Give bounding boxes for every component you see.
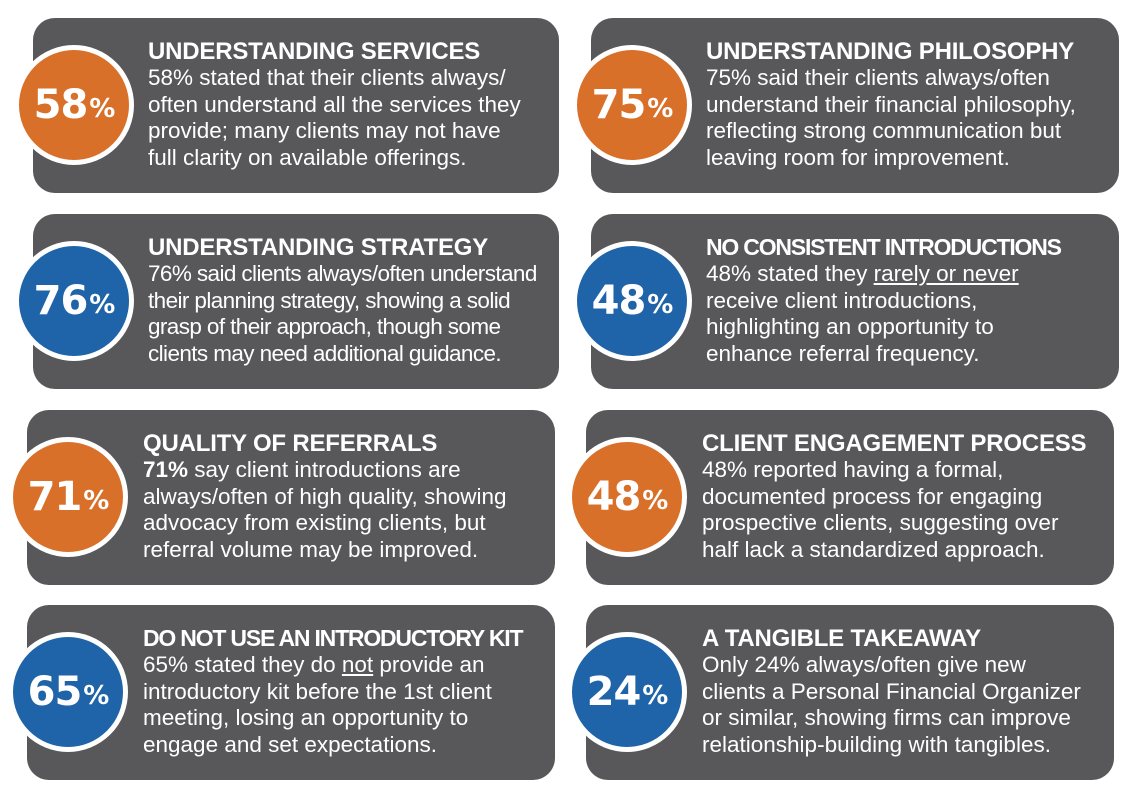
description-line: 71% say client introductions are — [143, 457, 507, 484]
card-text: QUALITY OF REFERRALS 71% say client intr… — [143, 430, 507, 563]
description-line: documented process for engaging — [702, 483, 1043, 509]
percent-sign: % — [83, 681, 109, 711]
card-description: 71% say client introductions are always/… — [143, 457, 507, 563]
card-description: 75% said their clients always/often unde… — [706, 65, 1076, 171]
description-line: provide; many clients may not have — [148, 118, 501, 143]
percentage-value: 65 — [27, 669, 83, 715]
percentage-badge: 58% — [14, 45, 134, 165]
description-line: their planning strategy, showing a solid — [148, 287, 511, 313]
description-line: reflecting strong communication but — [706, 118, 1062, 143]
description-line: half lack a standardized approach. — [702, 536, 1045, 562]
text-run: 65% stated they do — [143, 652, 342, 677]
card-title: QUALITY OF REFERRALS — [143, 430, 438, 457]
percent-sign: % — [642, 486, 668, 516]
description-line: 65% stated they do not provide an — [143, 652, 522, 679]
card-description: 48% reported having a formal, documented… — [702, 457, 1086, 563]
description-line: introductory kit before the 1st client — [143, 678, 492, 704]
card-text: NO CONSISTENT INTRODUCTIONS 48% stated t… — [706, 234, 1062, 367]
percentage-value: 71 — [27, 474, 83, 520]
underlined-text: not — [341, 652, 374, 677]
percentage-value: 58 — [33, 82, 89, 128]
text-run: 48% stated they — [706, 261, 874, 286]
percentage-badge: 48% — [567, 437, 687, 557]
text-run: provide an — [373, 652, 485, 677]
description-line: advocacy from existing clients, but — [143, 510, 486, 535]
percentage-badge: 65% — [8, 632, 128, 752]
percent-sign: % — [647, 94, 673, 124]
card-title: UNDERSTANDING PHILOSOPHY — [706, 38, 1075, 65]
stat-card-understanding-services: UNDERSTANDING SERVICES 58% stated that t… — [33, 18, 559, 193]
card-title: UNDERSTANDING SERVICES — [148, 38, 481, 65]
card-title: UNDERSTANDING STRATEGY — [148, 234, 489, 261]
card-text: UNDERSTANDING STRATEGY 76% said clients … — [148, 234, 537, 367]
description-line: always/often of high quality, showing — [143, 483, 507, 509]
description-line: engage and set expectations. — [143, 731, 437, 757]
description-line: full clarity on available offerings. — [148, 144, 467, 170]
description-line: receive client introductions, — [706, 287, 978, 313]
description-line: clients may need additional guidance. — [148, 340, 502, 366]
description-line: 48% reported having a formal, — [702, 457, 1004, 482]
card-description: 76% said clients always/often understand… — [148, 261, 537, 367]
percentage-badge: 71% — [8, 437, 128, 557]
percentage-badge: 75% — [572, 45, 692, 165]
percentage-value: 75 — [591, 82, 647, 128]
description-line: prospective clients, suggesting over — [702, 510, 1059, 535]
description-line: clients a Personal Financial Organizer — [702, 678, 1081, 704]
percentage-value: 48 — [591, 278, 647, 324]
card-description: 65% stated they do not provide an introd… — [143, 652, 522, 758]
percent-sign: % — [642, 681, 668, 711]
card-title: NO CONSISTENT INTRODUCTIONS — [706, 234, 1062, 260]
percentage-badge: 48% — [572, 241, 692, 361]
card-text: A TANGIBLE TAKEAWAY Only 24% always/ofte… — [702, 625, 1081, 758]
percentage-value: 76 — [33, 278, 89, 324]
description-line: meeting, losing an opportunity to — [143, 705, 469, 730]
description-line: Only 24% always/often give new — [702, 652, 1026, 677]
card-text: UNDERSTANDING SERVICES 58% stated that t… — [148, 38, 521, 171]
description-line: often understand all the services they — [148, 91, 521, 117]
stat-card-quality-of-referrals: QUALITY OF REFERRALS 71% say client intr… — [27, 410, 555, 585]
description-line: understand their financial philosophy, — [706, 91, 1076, 117]
description-line: or similar, showing firms can improve — [702, 705, 1071, 730]
card-description: 58% stated that their clients always/ of… — [148, 65, 521, 171]
description-line: 75% said their clients always/often — [706, 65, 1050, 90]
percentage-value: 24 — [586, 669, 642, 715]
card-title: DO NOT USE AN INTRODUCTORY KIT — [143, 625, 523, 651]
card-text: UNDERSTANDING PHILOSOPHY 75% said their … — [706, 38, 1076, 171]
underlined-text: rarely or never — [873, 261, 1019, 286]
card-text: DO NOT USE AN INTRODUCTORY KIT 65% state… — [143, 625, 523, 758]
percentage-badge: 76% — [14, 241, 134, 361]
bold-text: 71% — [143, 457, 189, 482]
description-line: referral volume may be improved. — [143, 536, 479, 562]
description-line: 76% said clients always/often understand — [148, 261, 537, 286]
percentage-value: 48 — [586, 474, 642, 520]
stat-card-understanding-philosophy: UNDERSTANDING PHILOSOPHY 75% said their … — [591, 18, 1119, 193]
percent-sign: % — [89, 290, 115, 320]
card-title: CLIENT ENGAGEMENT PROCESS — [702, 430, 1087, 457]
card-description: 48% stated they rarely or never receive … — [706, 261, 1061, 367]
card-text: CLIENT ENGAGEMENT PROCESS 48% reported h… — [702, 430, 1087, 563]
description-line: grasp of their approach, though some — [148, 314, 501, 339]
description-line: enhance referral frequency. — [706, 340, 980, 366]
percentage-badge: 24% — [567, 632, 687, 752]
percent-sign: % — [83, 486, 109, 516]
text-run: say client introductions are — [188, 457, 461, 482]
percent-sign: % — [647, 290, 673, 320]
description-line: highlighting an opportunity to — [706, 314, 994, 339]
description-line: leaving room for improvement. — [706, 144, 1010, 170]
percent-sign: % — [89, 94, 115, 124]
description-line: 58% stated that their clients always/ — [148, 65, 506, 90]
card-description: Only 24% always/often give new clients a… — [702, 652, 1081, 758]
description-line: 48% stated they rarely or never — [706, 261, 1061, 288]
description-line: relationship-building with tangibles. — [702, 731, 1051, 757]
card-title: A TANGIBLE TAKEAWAY — [702, 625, 981, 652]
